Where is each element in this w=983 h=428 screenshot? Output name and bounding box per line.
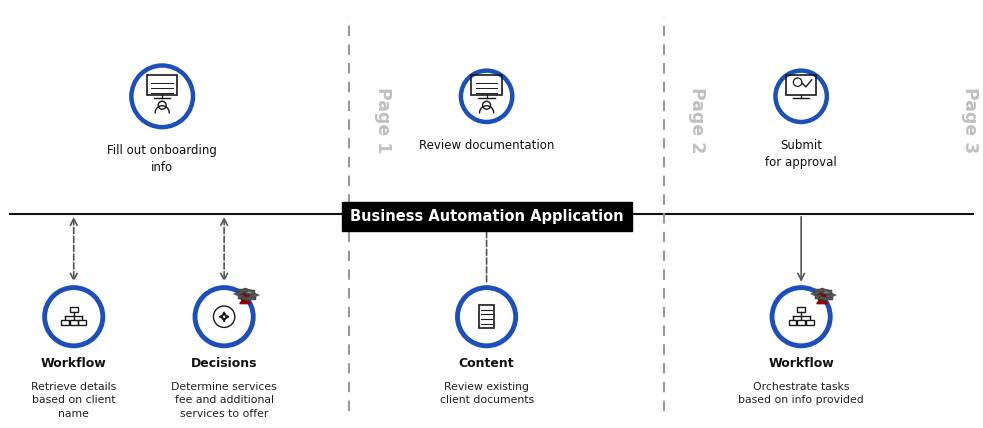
Text: Page 2: Page 2: [688, 86, 706, 153]
Circle shape: [244, 290, 255, 294]
Text: Content: Content: [459, 357, 514, 369]
Polygon shape: [240, 301, 251, 303]
Ellipse shape: [817, 290, 828, 302]
Bar: [811, 291, 822, 296]
Text: Determine services
fee and additional
services to offer: Determine services fee and additional se…: [171, 382, 277, 419]
Text: Page 1: Page 1: [374, 86, 391, 153]
Text: Page 3: Page 3: [961, 87, 979, 153]
Bar: [818, 288, 830, 293]
Bar: [238, 294, 244, 299]
Bar: [249, 293, 260, 298]
Text: Orchestrate tasks
based on info provided: Orchestrate tasks based on info provided: [738, 382, 864, 405]
Polygon shape: [817, 301, 828, 303]
Bar: [826, 293, 837, 298]
FancyBboxPatch shape: [342, 202, 632, 231]
Bar: [234, 291, 245, 296]
Bar: [826, 290, 832, 294]
Text: Review existing
client documents: Review existing client documents: [439, 382, 534, 405]
Circle shape: [821, 290, 832, 294]
Text: Decisions: Decisions: [191, 357, 258, 369]
Bar: [237, 289, 247, 292]
Bar: [247, 297, 257, 300]
Bar: [241, 288, 253, 293]
Bar: [249, 290, 255, 294]
Ellipse shape: [240, 290, 251, 302]
Text: Submit
for approval: Submit for approval: [766, 139, 837, 169]
Bar: [818, 296, 829, 301]
Text: Workflow: Workflow: [769, 357, 834, 369]
Bar: [814, 289, 824, 292]
Circle shape: [824, 291, 829, 294]
Text: Business Automation Application: Business Automation Application: [350, 208, 623, 224]
Text: Fill out onboarding
info: Fill out onboarding info: [107, 144, 217, 174]
Text: Retrieve details
based on client
name: Retrieve details based on client name: [31, 382, 116, 419]
Bar: [824, 297, 834, 300]
Text: Review documentation: Review documentation: [419, 139, 554, 152]
Bar: [241, 296, 252, 301]
Bar: [815, 294, 821, 299]
Text: Workflow: Workflow: [41, 357, 106, 369]
Circle shape: [247, 291, 252, 294]
